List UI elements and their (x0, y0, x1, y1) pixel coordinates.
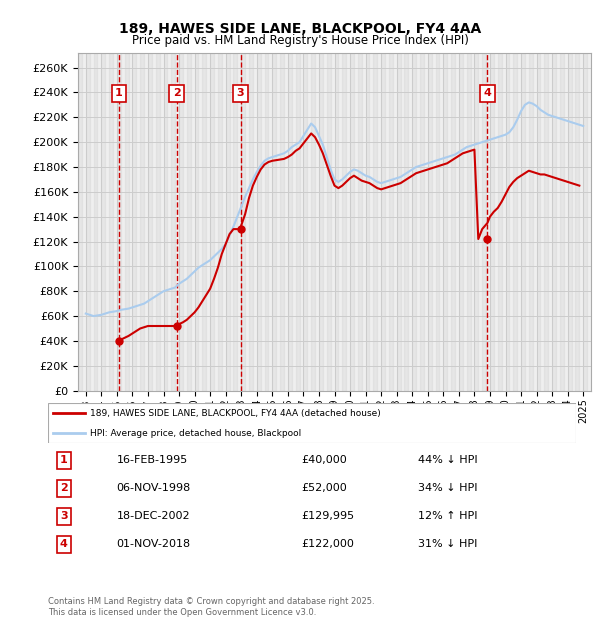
Text: 1: 1 (60, 455, 68, 466)
Bar (288, 53, 292, 391)
Bar (350, 53, 354, 391)
Text: 189, HAWES SIDE LANE, BLACKPOOL, FY4 4AA: 189, HAWES SIDE LANE, BLACKPOOL, FY4 4AA (119, 22, 481, 36)
Bar (482, 53, 486, 391)
Bar (536, 53, 541, 391)
Bar (575, 53, 580, 391)
Text: 44% ↓ HPI: 44% ↓ HPI (418, 455, 477, 466)
Bar (140, 53, 144, 391)
Text: 3: 3 (60, 512, 68, 521)
Bar (280, 53, 284, 391)
Text: 3: 3 (237, 88, 244, 98)
Text: 4: 4 (484, 88, 491, 98)
Text: 189, HAWES SIDE LANE, BLACKPOOL, FY4 4AA (detached house): 189, HAWES SIDE LANE, BLACKPOOL, FY4 4AA… (90, 409, 381, 418)
Text: £129,995: £129,995 (301, 512, 355, 521)
Bar (404, 53, 409, 391)
Text: 4: 4 (60, 539, 68, 549)
Bar (475, 53, 478, 391)
Bar (94, 53, 97, 391)
Bar (133, 53, 136, 391)
FancyBboxPatch shape (48, 403, 576, 443)
Bar (210, 53, 214, 391)
Bar (552, 53, 556, 391)
Bar (443, 53, 447, 391)
Bar (78, 53, 82, 391)
Bar (233, 53, 238, 391)
Bar (397, 53, 401, 391)
Bar (304, 53, 307, 391)
Bar (148, 53, 152, 391)
Bar (101, 53, 105, 391)
Bar (560, 53, 564, 391)
Text: £52,000: £52,000 (301, 484, 347, 494)
Text: 18-DEC-2002: 18-DEC-2002 (116, 512, 190, 521)
Bar (311, 53, 315, 391)
Bar (568, 53, 572, 391)
Bar (342, 53, 346, 391)
Bar (521, 53, 525, 391)
Bar (202, 53, 206, 391)
Bar (117, 53, 121, 391)
Text: 1: 1 (115, 88, 122, 98)
Bar (218, 53, 222, 391)
Text: 2: 2 (173, 88, 181, 98)
Text: 34% ↓ HPI: 34% ↓ HPI (418, 484, 477, 494)
Bar (257, 53, 260, 391)
Bar (319, 53, 323, 391)
Text: 2: 2 (60, 484, 68, 494)
Bar (498, 53, 502, 391)
Bar (436, 53, 439, 391)
Bar (296, 53, 299, 391)
Text: 16-FEB-1995: 16-FEB-1995 (116, 455, 188, 466)
Bar (358, 53, 362, 391)
Bar (109, 53, 113, 391)
Bar (490, 53, 494, 391)
Bar (327, 53, 331, 391)
Text: 01-NOV-2018: 01-NOV-2018 (116, 539, 191, 549)
Bar (451, 53, 455, 391)
Text: £40,000: £40,000 (301, 455, 347, 466)
Bar (505, 53, 509, 391)
Text: Contains HM Land Registry data © Crown copyright and database right 2025.
This d: Contains HM Land Registry data © Crown c… (48, 598, 374, 617)
Text: 06-NOV-1998: 06-NOV-1998 (116, 484, 191, 494)
Bar (389, 53, 393, 391)
Bar (428, 53, 431, 391)
Bar (420, 53, 424, 391)
Bar (125, 53, 128, 391)
Bar (467, 53, 470, 391)
Bar (365, 53, 370, 391)
Bar (335, 53, 338, 391)
Bar (272, 53, 276, 391)
Bar (163, 53, 167, 391)
Text: 12% ↑ HPI: 12% ↑ HPI (418, 512, 477, 521)
Bar (544, 53, 548, 391)
Bar (265, 53, 268, 391)
Bar (412, 53, 416, 391)
Text: Price paid vs. HM Land Registry's House Price Index (HPI): Price paid vs. HM Land Registry's House … (131, 34, 469, 47)
Bar (249, 53, 253, 391)
Bar (583, 53, 587, 391)
Bar (381, 53, 385, 391)
Text: HPI: Average price, detached house, Blackpool: HPI: Average price, detached house, Blac… (90, 428, 301, 438)
Bar (194, 53, 199, 391)
Bar (513, 53, 517, 391)
Bar (373, 53, 377, 391)
Text: £122,000: £122,000 (301, 539, 355, 549)
Text: 31% ↓ HPI: 31% ↓ HPI (418, 539, 477, 549)
Bar (156, 53, 160, 391)
Bar (86, 53, 89, 391)
Bar (179, 53, 183, 391)
Bar (529, 53, 533, 391)
Bar (241, 53, 245, 391)
Bar (226, 53, 230, 391)
Bar (187, 53, 191, 391)
Bar (171, 53, 175, 391)
Bar (459, 53, 463, 391)
